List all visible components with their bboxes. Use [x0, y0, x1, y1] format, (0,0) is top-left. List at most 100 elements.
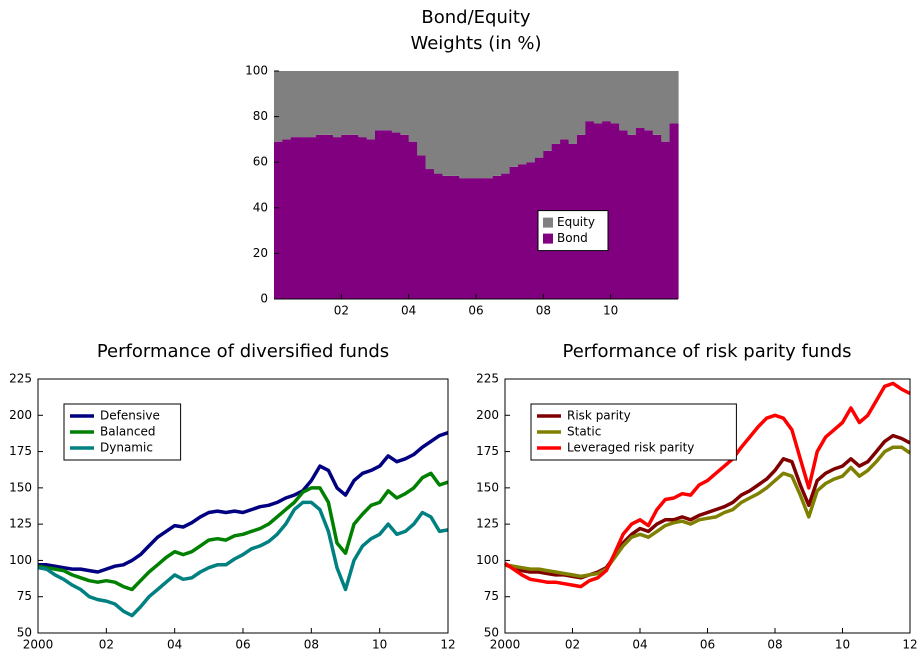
area-segment — [492, 175, 502, 299]
area-segment — [282, 139, 292, 299]
area-segment — [501, 71, 511, 174]
area-segment — [324, 71, 334, 135]
legend-box — [530, 403, 737, 461]
line-series — [37, 500, 449, 618]
area-segment — [349, 134, 359, 299]
area-segment — [425, 71, 435, 170]
area-segment — [593, 71, 603, 124]
area-segment — [316, 134, 326, 299]
area-segment — [290, 137, 300, 299]
area-segment — [577, 71, 587, 135]
y-tick-label: 50 — [17, 626, 32, 640]
y-tick-label: 100 — [245, 64, 268, 78]
area-segment — [366, 139, 376, 299]
line-series — [504, 381, 911, 589]
y-tick-label: 200 — [9, 408, 32, 422]
line-series — [504, 445, 911, 579]
area-segment — [324, 134, 334, 299]
area-segment — [332, 137, 342, 299]
x-tick-label: 08 — [767, 638, 782, 652]
area-segment — [661, 141, 671, 299]
x-tick-label: 06 — [235, 638, 250, 652]
x-tick-label: 06 — [700, 638, 715, 652]
area-segment — [627, 134, 637, 299]
y-tick-label: 150 — [476, 480, 499, 494]
area-segment — [417, 71, 427, 156]
legend-label: Leveraged risk parity — [567, 441, 694, 455]
x-tick-label: 06 — [468, 304, 483, 318]
y-tick-label: 125 — [9, 517, 32, 531]
area-segment — [518, 71, 528, 165]
legend-label: Static — [567, 425, 601, 439]
x-tick-label: 12 — [902, 638, 917, 652]
area-segment — [467, 178, 477, 299]
chart-title: Performance of risk parity funds — [562, 341, 851, 362]
area-segment — [610, 123, 620, 299]
area-segment — [551, 71, 561, 144]
line-series — [38, 431, 449, 574]
area-segment — [290, 71, 300, 138]
area-segment — [332, 71, 342, 138]
legend-swatch — [543, 233, 553, 244]
line-series — [37, 471, 449, 592]
area-segment — [450, 175, 460, 299]
area-segment — [299, 71, 309, 138]
area-segment — [476, 178, 486, 299]
area-segment — [644, 130, 654, 299]
chart-title: Weights (in %) — [410, 33, 541, 54]
area-segment — [619, 130, 629, 299]
area-segment — [450, 71, 460, 176]
area-segment — [391, 132, 401, 299]
area-segment — [349, 71, 359, 135]
area-segment — [425, 169, 435, 299]
area-segment — [274, 71, 284, 142]
area-segment — [644, 71, 654, 131]
y-tick-label: 175 — [9, 444, 32, 458]
area-segment — [442, 71, 452, 176]
area-segment — [400, 71, 410, 135]
y-tick-label: 75 — [484, 589, 499, 603]
area-segment — [341, 71, 351, 135]
area-segment — [282, 71, 292, 140]
area-segment — [669, 71, 679, 124]
area-segment — [408, 71, 418, 142]
area-segment — [375, 71, 385, 131]
y-tick-label: 225 — [476, 372, 499, 386]
y-tick-label: 40 — [253, 200, 268, 214]
area-segment — [417, 155, 427, 299]
area-segment — [484, 71, 494, 179]
y-tick-label: 100 — [476, 553, 499, 567]
x-tick-label: 2000 — [23, 638, 54, 652]
area-segment — [341, 134, 351, 299]
area-segment — [585, 121, 595, 299]
area-segment — [391, 71, 401, 133]
y-tick-label: 100 — [9, 553, 32, 567]
x-tick-label: 10 — [835, 638, 850, 652]
legend-label: Defensive — [100, 409, 160, 423]
area-segment — [459, 71, 469, 179]
area-segment — [635, 128, 645, 299]
area-segment — [509, 166, 519, 299]
area-segment — [316, 71, 326, 135]
y-tick-label: 175 — [476, 444, 499, 458]
legend-label: Dynamic — [100, 441, 153, 455]
x-tick-label: 04 — [632, 638, 647, 652]
x-tick-label: 02 — [99, 638, 114, 652]
y-tick-label: 60 — [253, 155, 268, 169]
y-tick-label: 50 — [484, 626, 499, 640]
area-segment — [602, 121, 612, 299]
area-segment — [375, 130, 385, 299]
area-segment — [509, 71, 519, 167]
area-segment — [619, 71, 629, 131]
x-tick-label: 02 — [334, 304, 349, 318]
y-tick-label: 0 — [260, 292, 268, 306]
x-tick-label: 10 — [603, 304, 618, 318]
area-segment — [652, 134, 662, 299]
area-segment — [602, 71, 612, 122]
chart-title: Bond/Equity — [421, 7, 531, 28]
area-segment — [627, 71, 637, 135]
area-segment — [433, 71, 443, 174]
area-segment — [543, 71, 553, 151]
area-segment — [459, 178, 469, 299]
